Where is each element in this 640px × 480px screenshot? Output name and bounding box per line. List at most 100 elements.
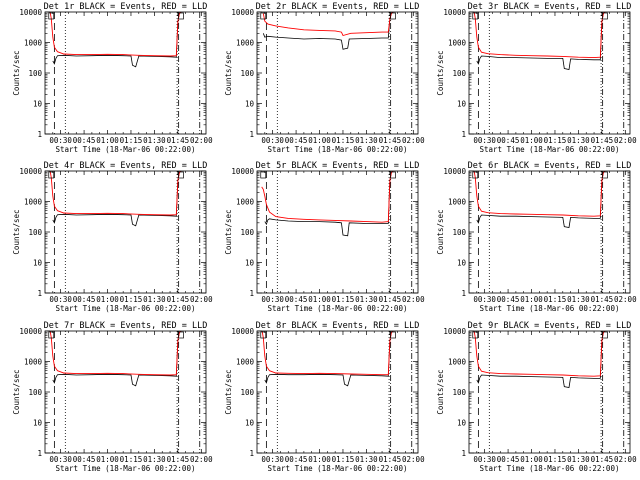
y-tick-label: 10 xyxy=(245,418,255,427)
lld-series-line xyxy=(473,12,606,59)
plot-frame xyxy=(256,330,419,454)
y-tick-label: 10 xyxy=(33,258,43,267)
x-tick-label: 01:15 xyxy=(120,295,143,304)
y-tick-label: 10 xyxy=(457,418,467,427)
x-tick-label: 02:00 xyxy=(614,136,637,145)
lld-series-line xyxy=(49,171,182,216)
x-tick-label: 00:45 xyxy=(73,295,96,304)
x-tick-label: 01:15 xyxy=(120,136,143,145)
y-axis-label: Counts/sec xyxy=(224,369,233,414)
x-tick-label: 01:00 xyxy=(96,295,119,304)
x-tick-label: 01:30 xyxy=(567,136,590,145)
x-tick-label: 00:30 xyxy=(261,455,284,464)
y-tick-label: 100 xyxy=(240,388,254,397)
x-tick-label: 02:00 xyxy=(402,455,425,464)
plot-frame xyxy=(256,11,419,135)
x-tick-label: 00:45 xyxy=(497,295,520,304)
saturation-marker xyxy=(48,12,55,20)
x-axis-label: Start Time (18-Mar-06 00:22:00) xyxy=(268,304,408,313)
plot-frame xyxy=(468,170,631,294)
y-tick-label: 1 xyxy=(249,130,254,139)
x-tick-label: 02:00 xyxy=(614,455,637,464)
x-axis-label: Start Time (18-Mar-06 00:22:00) xyxy=(56,304,196,313)
x-tick-label: 01:15 xyxy=(332,455,355,464)
x-tick-label: 00:45 xyxy=(497,136,520,145)
plot-frame xyxy=(256,170,419,294)
x-tick-label: 00:30 xyxy=(261,136,284,145)
x-axis-label: Start Time (18-Mar-06 00:22:00) xyxy=(268,145,408,154)
x-tick-label: 01:00 xyxy=(308,295,331,304)
y-tick-label: 1 xyxy=(37,130,42,139)
x-tick-label: 01:45 xyxy=(167,136,190,145)
x-tick-label: 01:15 xyxy=(544,455,567,464)
y-tick-label: 10000 xyxy=(231,167,254,176)
saturation-marker xyxy=(472,171,479,179)
x-axis-label: Start Time (18-Mar-06 00:22:00) xyxy=(480,304,620,313)
x-tick-label: 01:00 xyxy=(96,136,119,145)
saturation-marker xyxy=(178,331,184,339)
y-tick-label: 100 xyxy=(240,228,254,237)
y-tick-label: 10000 xyxy=(443,327,466,336)
saturation-marker xyxy=(390,12,396,20)
x-tick-label: 02:00 xyxy=(190,295,213,304)
y-tick-label: 1000 xyxy=(236,197,255,206)
y-tick-label: 10000 xyxy=(19,327,42,336)
panel-title: Det 8r BLACK = Events, RED = LLD xyxy=(256,321,420,331)
saturation-marker xyxy=(472,12,479,20)
x-tick-label: 01:00 xyxy=(308,136,331,145)
y-tick-label: 1 xyxy=(37,449,42,458)
plot-frame xyxy=(44,170,207,294)
events-series-line xyxy=(476,331,606,388)
y-tick-label: 100 xyxy=(28,388,42,397)
y-tick-label: 10 xyxy=(457,258,467,267)
x-tick-label: 00:30 xyxy=(49,136,72,145)
y-tick-label: 10 xyxy=(33,418,43,427)
panel-title: Det 5r BLACK = Events, RED = LLD xyxy=(256,161,420,171)
y-tick-label: 100 xyxy=(28,228,42,237)
y-tick-label: 10 xyxy=(245,99,255,108)
panel-title: Det 2r BLACK = Events, RED = LLD xyxy=(256,2,420,12)
plot-frame xyxy=(468,330,631,454)
x-tick-label: 01:45 xyxy=(379,295,402,304)
y-tick-label: 1 xyxy=(461,449,466,458)
x-tick-label: 00:45 xyxy=(73,455,96,464)
y-axis-label: Counts/sec xyxy=(12,50,21,95)
x-tick-label: 02:00 xyxy=(402,136,425,145)
y-tick-label: 1 xyxy=(461,130,466,139)
y-tick-label: 1 xyxy=(249,289,254,298)
y-tick-label: 100 xyxy=(240,69,254,78)
x-tick-label: 00:30 xyxy=(49,455,72,464)
x-tick-label: 02:00 xyxy=(402,295,425,304)
x-tick-label: 01:45 xyxy=(167,455,190,464)
x-tick-label: 02:00 xyxy=(190,136,213,145)
x-tick-label: 01:30 xyxy=(355,455,378,464)
y-tick-label: 10000 xyxy=(231,8,254,17)
y-tick-label: 1000 xyxy=(448,38,467,47)
saturation-marker xyxy=(390,331,396,339)
saturation-marker xyxy=(48,331,55,339)
x-axis-label: Start Time (18-Mar-06 00:22:00) xyxy=(56,145,196,154)
x-tick-label: 00:45 xyxy=(73,136,96,145)
x-tick-label: 01:45 xyxy=(167,295,190,304)
panel-title: Det 3r BLACK = Events, RED = LLD xyxy=(468,2,632,12)
y-tick-label: 1 xyxy=(37,289,42,298)
y-axis-label: Counts/sec xyxy=(224,209,233,254)
x-tick-label: 01:15 xyxy=(544,136,567,145)
y-tick-label: 1000 xyxy=(448,357,467,366)
detector-panel-5: Det 5r BLACK = Events, RED = LLD 1 10 100 10… xyxy=(224,161,425,313)
x-tick-label: 01:30 xyxy=(355,295,378,304)
y-axis-label: Counts/sec xyxy=(12,209,21,254)
detector-panel-1: Det 1r BLACK = Events, RED = LLD 1 10 100 10… xyxy=(12,2,213,154)
x-tick-label: 02:00 xyxy=(190,455,213,464)
y-tick-label: 10 xyxy=(457,99,467,108)
y-tick-label: 1000 xyxy=(24,197,43,206)
x-tick-label: 01:15 xyxy=(544,295,567,304)
y-axis-label: Counts/sec xyxy=(224,50,233,95)
y-tick-label: 1000 xyxy=(448,197,467,206)
saturation-marker xyxy=(260,12,267,20)
events-series-line xyxy=(52,12,182,68)
y-tick-label: 100 xyxy=(452,69,466,78)
x-axis-label: Start Time (18-Mar-06 00:22:00) xyxy=(56,464,196,473)
y-tick-label: 10000 xyxy=(231,327,254,336)
y-axis-label: Counts/sec xyxy=(436,369,445,414)
